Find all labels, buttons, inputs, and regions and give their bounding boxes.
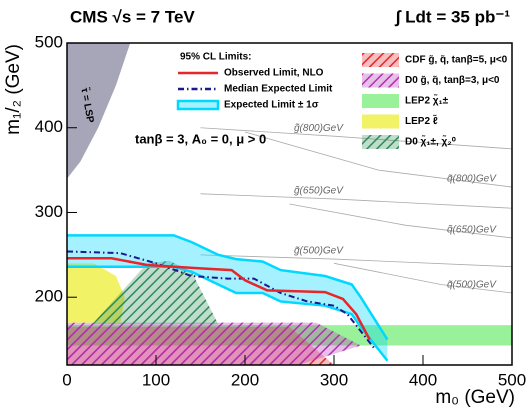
legend-swatch bbox=[362, 53, 399, 67]
iso-mass-label: g̃(650)GeV bbox=[294, 185, 344, 196]
legend-label: LEP2 χ̃₁± bbox=[405, 94, 449, 107]
annotation: tanβ = 3, A₀ = 0, μ > 0 bbox=[135, 131, 266, 146]
legend-swatch bbox=[362, 73, 399, 88]
iso-mass-label: g̃(500)GeV bbox=[294, 245, 344, 256]
y-tick-label: 400 bbox=[35, 117, 63, 136]
y-axis-label: m₁/₂ (GeV) bbox=[3, 44, 24, 135]
iso-mass-line bbox=[333, 262, 512, 294]
legend-swatch bbox=[362, 94, 399, 108]
y-tick-label: 200 bbox=[35, 287, 63, 306]
legend-label: Observed Limit, NLO bbox=[224, 68, 324, 79]
x-tick-label: 400 bbox=[409, 370, 437, 389]
band-edge bbox=[67, 265, 389, 362]
limit-line bbox=[67, 250, 375, 349]
legend-label: Expected Limit ± 1σ bbox=[224, 100, 319, 111]
iso-mass-label: q̃(800)GeV bbox=[447, 173, 497, 184]
legend-swatch bbox=[176, 99, 220, 111]
legend-label: D0 g̃, q̃, tanβ=3, μ<0 bbox=[405, 75, 500, 86]
band-edge bbox=[67, 234, 389, 341]
chart-subtitle: ∫ Ldt = 35 pb⁻¹ bbox=[394, 7, 511, 26]
legend-label: D0 χ̃₁±, χ̃₂⁰ bbox=[405, 135, 456, 148]
x-tick-label: 300 bbox=[320, 370, 348, 389]
iso-mass-line bbox=[244, 131, 512, 188]
legend-swatch bbox=[362, 114, 399, 129]
x-tick-label: 0 bbox=[62, 370, 71, 389]
legend-title: 95% CL Limits: bbox=[180, 52, 252, 63]
limit-line bbox=[67, 256, 371, 341]
y-tick-label: 500 bbox=[35, 32, 63, 51]
plot-frame bbox=[66, 42, 513, 366]
exclusion-area bbox=[67, 322, 361, 365]
chart-title: CMS √s = 7 TeV bbox=[70, 7, 195, 26]
exclusion-area bbox=[93, 260, 219, 325]
x-tick-label: 200 bbox=[231, 370, 259, 389]
legend-label: Median Expected Limit bbox=[224, 84, 333, 95]
legend-label: CDF g̃, q̃, tanβ=5, μ<0 bbox=[405, 54, 508, 65]
iso-mass-label: q̃(650)GeV bbox=[447, 224, 497, 235]
iso-mass-line bbox=[200, 127, 512, 150]
x-tick-label: 500 bbox=[498, 370, 526, 389]
legend-label: LEP2 ℓ̃ bbox=[405, 114, 438, 127]
y-tick-label: 300 bbox=[35, 202, 63, 221]
iso-mass-line bbox=[200, 254, 512, 268]
iso-mass-label: g̃(800)GeV bbox=[294, 123, 344, 134]
x-tick-label: 100 bbox=[142, 370, 170, 389]
iso-mass-label: q̃(500)GeV bbox=[447, 279, 497, 290]
x-axis-label: m₀ (GeV) bbox=[435, 387, 515, 408]
lsp-region bbox=[67, 43, 131, 179]
iso-mass-line bbox=[200, 193, 512, 209]
legend-swatch bbox=[362, 135, 399, 149]
iso-mass-line bbox=[289, 203, 512, 239]
